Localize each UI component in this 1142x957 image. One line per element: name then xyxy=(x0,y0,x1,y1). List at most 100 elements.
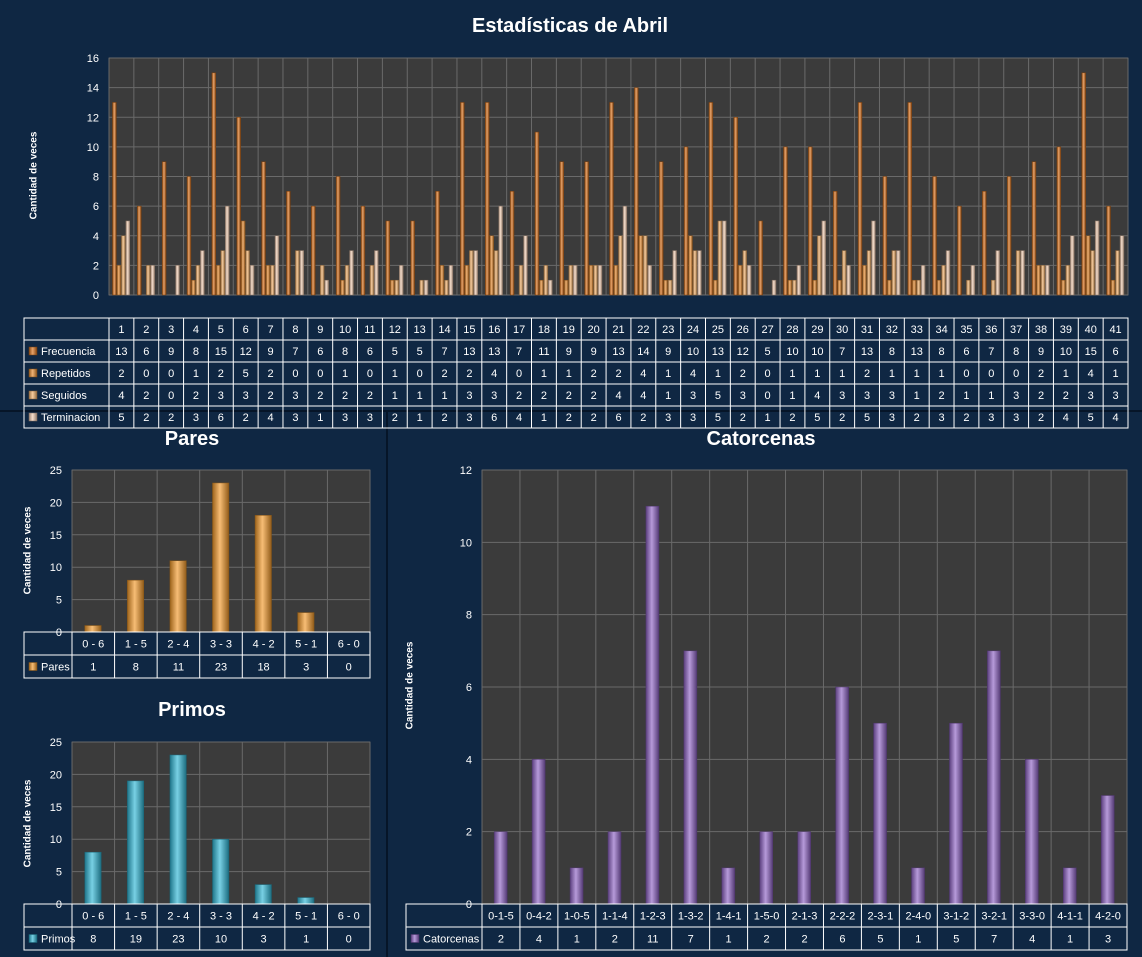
bar xyxy=(175,265,180,296)
x-tick-label: 6 xyxy=(243,324,249,336)
data-label: 3 xyxy=(466,390,472,402)
data-label: 0 xyxy=(963,368,969,380)
data-label: 1 xyxy=(392,390,398,402)
bar xyxy=(195,265,201,296)
data-label: 1 xyxy=(574,934,580,946)
y-tick-label: 15 xyxy=(50,802,62,814)
data-label: 8 xyxy=(342,346,348,358)
data-label: 5 xyxy=(814,412,820,424)
data-label: 2 xyxy=(118,368,124,380)
data-label: 0 xyxy=(765,368,771,380)
bar xyxy=(812,279,817,296)
data-label: 2 xyxy=(441,368,447,380)
y-tick-label: 16 xyxy=(87,53,99,65)
x-tick-label: 25 xyxy=(712,324,724,336)
data-label: 5 xyxy=(953,934,959,946)
bar xyxy=(423,279,429,296)
bar xyxy=(121,235,126,296)
data-label: 5 xyxy=(715,412,721,424)
data-label: 1 xyxy=(441,390,447,402)
bar xyxy=(697,250,702,296)
data-label: 4 xyxy=(814,390,820,402)
data-label: 4 xyxy=(1063,412,1069,424)
data-label: 7 xyxy=(839,346,845,358)
bar xyxy=(609,102,614,296)
data-label: 1 xyxy=(1063,368,1069,380)
y-tick-label: 4 xyxy=(466,754,472,766)
data-label: 2 xyxy=(864,368,870,380)
bar xyxy=(1015,250,1021,296)
x-tick-label: 13 xyxy=(414,324,426,336)
data-label: 1 xyxy=(317,412,323,424)
data-label: 9 xyxy=(1038,346,1044,358)
bar xyxy=(792,279,797,296)
bar xyxy=(394,279,399,296)
data-label: 2 xyxy=(1038,412,1044,424)
data-label: 8 xyxy=(193,346,199,358)
bar xyxy=(1045,265,1050,296)
bar xyxy=(369,265,375,296)
bar xyxy=(758,220,763,296)
x-tick-label: 26 xyxy=(737,324,749,336)
data-label: 0 xyxy=(367,368,373,380)
data-label: 6 xyxy=(491,412,497,424)
bar xyxy=(349,250,354,296)
bar xyxy=(270,265,275,296)
data-label: 2 xyxy=(218,368,224,380)
x-tick-label: 5 xyxy=(218,324,224,336)
data-label: 1 xyxy=(193,368,199,380)
x-tick-label: 40 xyxy=(1085,324,1097,336)
data-label: 8 xyxy=(90,934,96,946)
bar xyxy=(846,265,851,296)
y-tick-label: 0 xyxy=(93,290,99,302)
data-label: 6 xyxy=(317,346,323,358)
x-tick-label: 15 xyxy=(463,324,475,336)
data-label: 4 xyxy=(640,368,646,380)
y-tick-label: 25 xyxy=(50,737,62,749)
bar xyxy=(797,831,811,905)
data-label: 10 xyxy=(811,346,823,358)
data-label: 2 xyxy=(193,390,199,402)
bar xyxy=(311,205,316,296)
data-label: 4 xyxy=(615,390,621,402)
data-label: 2 xyxy=(342,390,348,402)
bar xyxy=(249,265,255,296)
chart-title-catorcenas: Catorcenas xyxy=(706,428,816,450)
data-label: 1 xyxy=(889,368,895,380)
bar xyxy=(324,279,329,296)
x-tick-label: 11 xyxy=(364,324,375,336)
data-label: 6 xyxy=(143,346,149,358)
bar xyxy=(692,250,698,296)
data-label: 2 xyxy=(1038,368,1044,380)
data-label: 3 xyxy=(292,412,298,424)
data-label: 2 xyxy=(591,412,597,424)
data-label: 2 xyxy=(143,412,149,424)
legend-label: Pares xyxy=(41,662,70,674)
y-tick-label: 15 xyxy=(50,530,62,542)
bar xyxy=(295,250,300,296)
x-tick-label: 3-3-0 xyxy=(1019,911,1045,923)
data-label: 13 xyxy=(488,346,500,358)
data-label: 13 xyxy=(463,346,475,358)
data-label: 5 xyxy=(715,390,721,402)
data-label: 3 xyxy=(292,390,298,402)
bar xyxy=(1119,235,1125,296)
bar xyxy=(125,220,131,296)
data-label: 4 xyxy=(267,412,273,424)
data-label: 10 xyxy=(215,934,227,946)
bar xyxy=(733,117,738,296)
data-label: 2 xyxy=(498,934,504,946)
x-tick-label: 1-0-5 xyxy=(564,911,590,923)
data-label: 2 xyxy=(466,368,472,380)
bar xyxy=(832,191,838,296)
legend-label: Frecuencia xyxy=(41,346,96,358)
x-tick-label: 1 - 5 xyxy=(125,911,147,923)
legend-swatch xyxy=(28,346,38,356)
bar xyxy=(634,87,639,296)
data-label: 2 xyxy=(789,412,795,424)
legend-label: Repetidos xyxy=(41,368,91,380)
data-label: 0 xyxy=(417,368,423,380)
data-label: 3 xyxy=(342,412,348,424)
